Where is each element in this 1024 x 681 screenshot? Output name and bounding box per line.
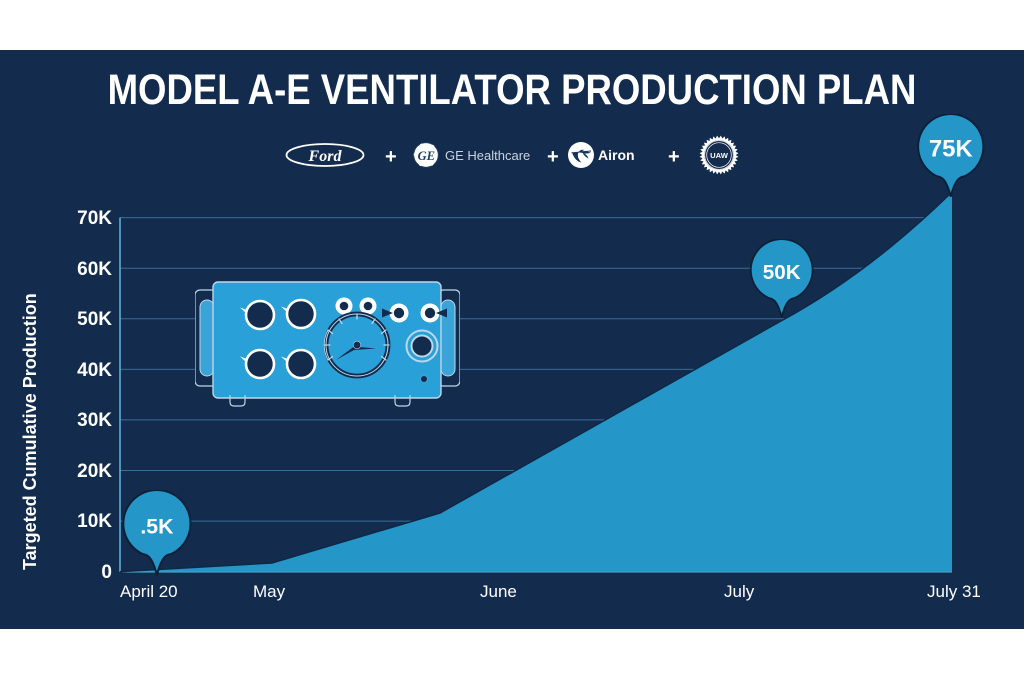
svg-text:GE: GE bbox=[418, 149, 435, 163]
svg-text:.5K: .5K bbox=[140, 514, 174, 538]
svg-text:50K: 50K bbox=[763, 261, 801, 284]
svg-text:GE Healthcare: GE Healthcare bbox=[445, 148, 530, 163]
svg-text:UAW: UAW bbox=[710, 151, 729, 160]
svg-text:Airon: Airon bbox=[598, 147, 635, 163]
svg-text:Ford: Ford bbox=[308, 148, 343, 165]
